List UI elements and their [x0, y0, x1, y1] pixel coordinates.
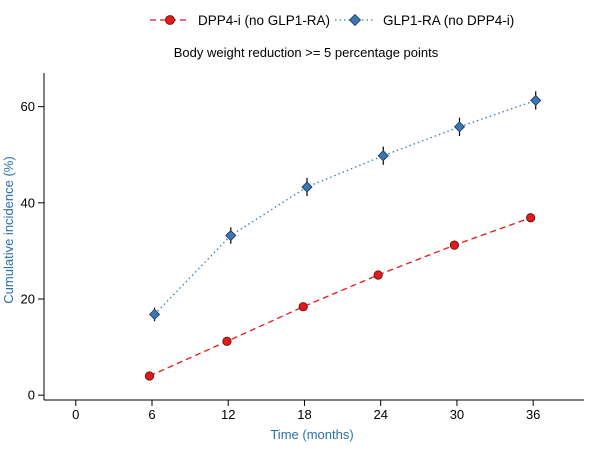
x-tick-label: 36: [526, 407, 540, 422]
x-axis-ticks: 0 6 12 18 24 30 36: [72, 400, 540, 422]
y-tick-label: 40: [21, 195, 35, 210]
data-point: [301, 181, 313, 193]
x-tick-label: 18: [297, 407, 311, 422]
x-tick-label: 30: [450, 407, 464, 422]
series-line: [154, 99, 536, 315]
legend-label-glp1: GLP1-RA (no DPP4-i): [383, 13, 514, 28]
data-point: [377, 150, 389, 162]
y-tick-label: 60: [21, 99, 35, 114]
series-0: [144, 213, 536, 381]
data-point: [225, 229, 237, 242]
data-point: [144, 371, 155, 381]
data-point: [373, 270, 383, 280]
legend-marker-dpp4: [165, 15, 175, 25]
chart-title: Body weight reduction >= 5 percentage po…: [174, 45, 439, 60]
y-tick-label: 20: [21, 292, 35, 307]
y-axis-ticks: 0 20 40 60: [21, 99, 44, 403]
legend-marker-glp1: [348, 13, 362, 27]
legend-entry-glp1: GLP1-RA (no DPP4-i): [335, 13, 514, 28]
plot-area: [144, 91, 542, 381]
x-tick-label: 12: [221, 407, 235, 422]
legend-entry-dpp4: DPP4-i (no GLP1-RA): [150, 13, 330, 28]
data-point: [298, 302, 308, 312]
data-point: [222, 336, 232, 346]
x-axis-label: Time (months): [270, 427, 353, 442]
x-tick-label: 6: [148, 407, 155, 422]
data-point: [449, 240, 459, 250]
legend-label-dpp4: DPP4-i (no GLP1-RA): [198, 13, 330, 28]
data-point: [148, 308, 161, 320]
series-1: [148, 91, 542, 322]
y-axis-label: Cumulative incidence (%): [1, 156, 16, 303]
data-point: [453, 121, 466, 133]
data-point: [530, 94, 542, 106]
series-line: [149, 217, 531, 377]
data-point: [526, 213, 536, 223]
y-tick-label: 0: [28, 388, 35, 403]
x-tick-label: 0: [72, 407, 79, 422]
legend: DPP4-i (no GLP1-RA) GLP1-RA (no DPP4-i): [150, 13, 514, 28]
x-tick-label: 24: [373, 407, 387, 422]
